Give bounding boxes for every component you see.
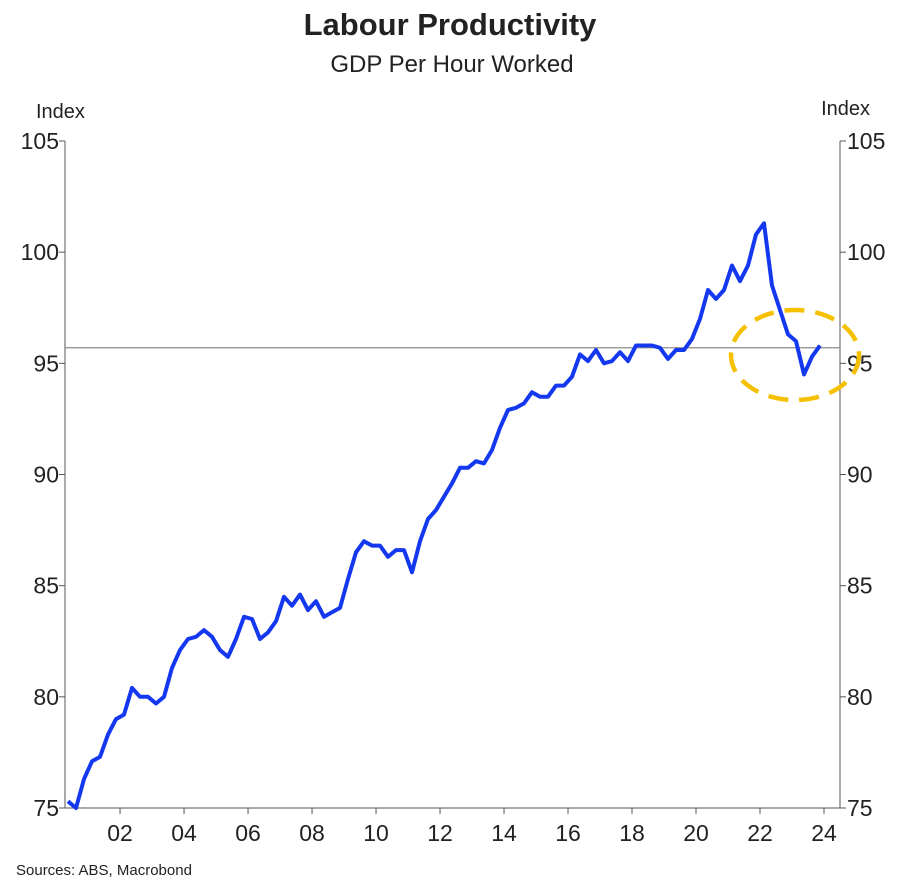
y2-axis-label: Index bbox=[821, 98, 870, 120]
data-line bbox=[66, 221, 822, 810]
x-tick-label: 08 bbox=[299, 820, 325, 846]
x-tick-label: 22 bbox=[747, 820, 773, 846]
y2-tick-label: 100 bbox=[847, 239, 885, 265]
x-tick-label: 24 bbox=[811, 820, 837, 846]
x-tick-label: 06 bbox=[235, 820, 261, 846]
y-tick-label: 75 bbox=[33, 795, 59, 821]
chart-subtitle: GDP Per Hour Worked bbox=[330, 51, 573, 78]
x-tick-label: 04 bbox=[171, 820, 197, 846]
x-tick-label: 20 bbox=[683, 820, 709, 846]
x-tick-label: 14 bbox=[491, 820, 517, 846]
y-axis-label: Index bbox=[36, 101, 85, 123]
y-tick-label: 80 bbox=[33, 684, 59, 710]
y-tick-label: 105 bbox=[21, 128, 59, 154]
y-tick-label: 85 bbox=[33, 573, 59, 599]
x-tick-label: 12 bbox=[427, 820, 453, 846]
y2-tick-label: 80 bbox=[847, 684, 873, 710]
y-tick-label: 90 bbox=[33, 462, 59, 488]
x-tick-label: 18 bbox=[619, 820, 645, 846]
y2-tick-label: 90 bbox=[847, 462, 873, 488]
x-tick-label: 02 bbox=[107, 820, 133, 846]
x-tick-label: 10 bbox=[363, 820, 389, 846]
x-tick-label: 16 bbox=[555, 820, 581, 846]
chart-title: Labour Productivity bbox=[304, 7, 598, 42]
y-tick-label: 95 bbox=[33, 350, 59, 376]
y-tick-label: 100 bbox=[21, 239, 59, 265]
source-note: Sources: ABS, Macrobond bbox=[16, 862, 192, 879]
highlight-ellipse bbox=[728, 307, 862, 403]
y2-tick-label: 75 bbox=[847, 795, 873, 821]
y2-tick-label: 105 bbox=[847, 128, 885, 154]
y2-tick-label: 85 bbox=[847, 573, 873, 599]
